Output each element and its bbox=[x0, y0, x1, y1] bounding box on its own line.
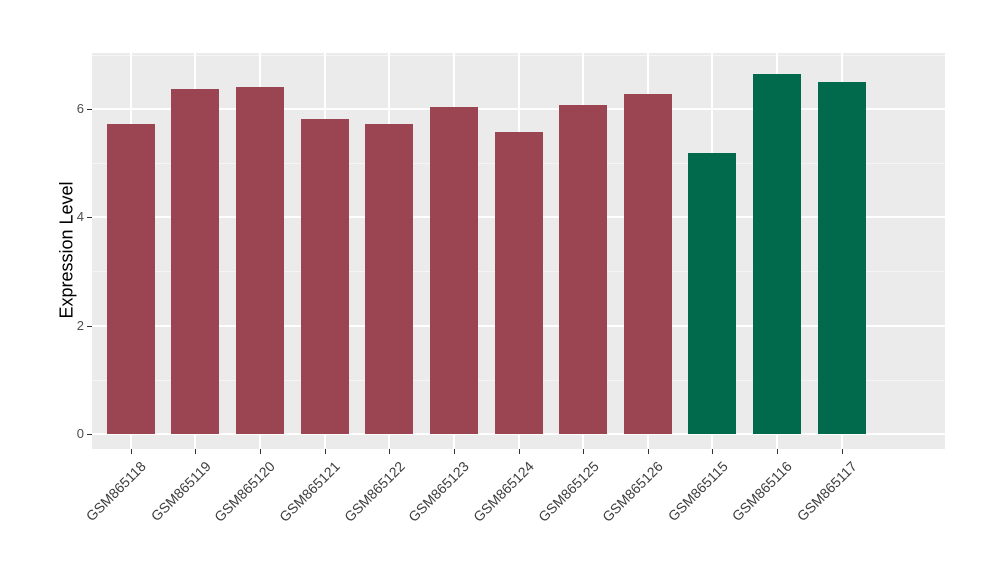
x-tick-mark bbox=[841, 449, 843, 454]
bar-GSM865117 bbox=[817, 81, 866, 434]
bar-GSM865124 bbox=[494, 131, 543, 434]
x-label-GSM865122: GSM865122 bbox=[340, 458, 408, 525]
x-label-GSM865116: GSM865116 bbox=[729, 458, 796, 525]
y-tick-mark bbox=[87, 108, 92, 110]
bar-GSM865120 bbox=[236, 86, 284, 434]
bar-GSM865121 bbox=[300, 119, 349, 434]
y-tick-label: 4 bbox=[76, 209, 84, 225]
y-tick-mark bbox=[87, 325, 92, 327]
y-tick-mark bbox=[87, 217, 92, 219]
bar-GSM865119 bbox=[171, 88, 220, 434]
bar-GSM865123 bbox=[429, 107, 478, 434]
x-tick-mark bbox=[712, 449, 714, 454]
x-label-GSM865119: GSM865119 bbox=[147, 458, 214, 525]
bar-GSM865125 bbox=[559, 105, 608, 434]
bar-GSM865116 bbox=[753, 73, 801, 434]
x-tick-mark bbox=[647, 449, 649, 454]
y-axis-title: Expression Level bbox=[56, 181, 77, 319]
x-label-GSM865115: GSM865115 bbox=[664, 458, 731, 525]
x-tick-mark bbox=[518, 449, 520, 454]
bar-GSM865122 bbox=[365, 124, 414, 434]
x-label-GSM865118: GSM865118 bbox=[82, 458, 150, 525]
x-tick-mark bbox=[389, 449, 391, 454]
y-tick-label: 2 bbox=[76, 317, 84, 333]
bar-GSM865118 bbox=[106, 123, 155, 434]
y-tick-mark bbox=[87, 434, 92, 435]
bar-GSM865115 bbox=[688, 152, 737, 434]
x-label-GSM865126: GSM865126 bbox=[599, 458, 667, 525]
x-label-GSM865124: GSM865124 bbox=[469, 458, 537, 525]
x-tick-mark bbox=[130, 449, 132, 454]
x-tick-mark bbox=[260, 449, 261, 454]
y-tick-label: 6 bbox=[76, 100, 84, 116]
bar-GSM865126 bbox=[623, 93, 672, 434]
x-tick-mark bbox=[324, 449, 326, 454]
x-label-GSM865121: GSM865121 bbox=[276, 458, 343, 525]
x-label-GSM865117: GSM865117 bbox=[793, 458, 860, 525]
x-tick-mark bbox=[195, 449, 197, 454]
x-tick-mark bbox=[453, 449, 455, 454]
x-label-GSM865125: GSM865125 bbox=[534, 458, 602, 525]
x-label-GSM865120: GSM865120 bbox=[211, 458, 279, 525]
x-tick-mark bbox=[777, 449, 778, 454]
y-tick-label: 0 bbox=[76, 426, 84, 441]
x-tick-mark bbox=[583, 449, 585, 454]
x-label-GSM865123: GSM865123 bbox=[405, 458, 473, 525]
